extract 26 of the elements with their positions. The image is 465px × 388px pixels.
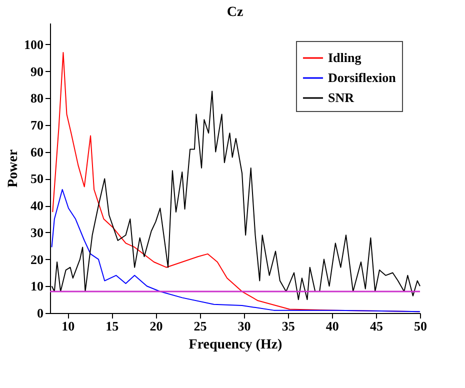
x-axis-title: Frequency (Hz) [188, 338, 283, 352]
x-tick-label: 50 [414, 318, 427, 334]
y-tick-label: 80 [30, 90, 44, 106]
y-tick-label: 100 [24, 36, 44, 52]
x-tick-label: 40 [326, 318, 339, 334]
y-tick-label: 30 [30, 224, 44, 240]
y-tick-label: 90 [30, 64, 44, 79]
x-tick-label: 10 [62, 318, 75, 334]
y-tick-label: 10 [30, 278, 44, 294]
x-tick-label: 25 [194, 318, 208, 334]
chart-title: Cz [226, 5, 244, 20]
y-axis-title: Power [6, 149, 21, 188]
x-tick-label: 35 [282, 318, 296, 334]
y-tick-label: 0 [37, 306, 44, 320]
legend-label: SNR [328, 90, 355, 105]
y-tick-label: 50 [30, 171, 44, 186]
legend-label: Idling [328, 50, 362, 65]
x-tick-label: 15 [106, 318, 120, 334]
y-tick-label: 70 [30, 118, 44, 133]
y-tick-label: 60 [30, 144, 44, 160]
x-tick-label: 30 [238, 318, 251, 334]
y-tick-label: 40 [30, 198, 44, 214]
x-tick-label: 20 [150, 318, 163, 334]
y-tick-label: 20 [30, 252, 44, 267]
x-tick-label: 45 [370, 318, 384, 334]
legend-label: Dorsiflexion [328, 70, 397, 85]
